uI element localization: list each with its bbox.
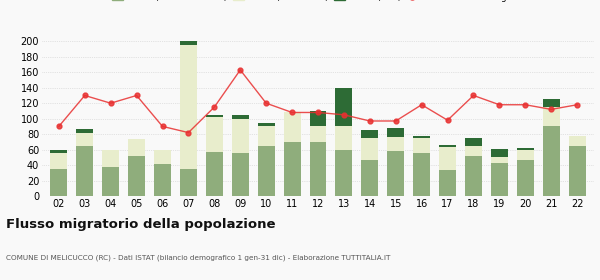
Bar [413,153,430,196]
Text: COMUNE DI MELICUCCO (RC) - Dati ISTAT (bilancio demografico 1 gen-31 dic) - Elab: COMUNE DI MELICUCCO (RC) - Dati ISTAT (b… [6,255,391,261]
Bar [258,146,275,196]
Bar [361,130,378,138]
Bar [310,142,326,196]
Bar [335,126,352,150]
Bar [206,115,223,117]
Bar [50,169,67,196]
Bar [361,138,378,160]
Bar [206,152,223,196]
Bar [361,160,378,196]
Bar [569,146,586,196]
Bar [76,129,93,133]
Bar [232,119,248,153]
Bar [128,156,145,196]
Bar [569,136,586,146]
Bar [439,171,456,196]
Bar [543,126,560,196]
Bar [517,148,534,150]
Bar [465,146,482,156]
Bar [258,123,275,126]
Bar [491,163,508,196]
Bar [491,157,508,163]
Bar [439,147,456,171]
Bar [388,128,404,137]
Bar [413,136,430,138]
Bar [491,149,508,157]
Bar [413,138,430,153]
Bar [128,139,145,156]
Bar [517,160,534,196]
Bar [543,107,560,126]
Bar [543,99,560,107]
Bar [102,167,119,196]
Bar [154,150,171,164]
Legend: Iscritti (da altri comuni), Iscritti (dall'estero), Iscritti (altri), Cancellati: Iscritti (da altri comuni), Iscritti (da… [109,0,527,5]
Bar [76,133,93,146]
Bar [284,142,301,196]
Bar [335,88,352,126]
Bar [258,126,275,146]
Bar [50,150,67,153]
Bar [102,150,119,167]
Bar [180,41,197,45]
Bar [517,150,534,160]
Bar [335,150,352,196]
Bar [180,169,197,196]
Bar [76,146,93,196]
Bar [206,117,223,152]
Bar [180,45,197,169]
Bar [50,153,67,169]
Bar [154,164,171,196]
Bar [439,145,456,147]
Bar [232,115,248,119]
Bar [310,126,326,142]
Text: Flusso migratorio della popolazione: Flusso migratorio della popolazione [6,218,275,231]
Bar [232,153,248,196]
Bar [310,111,326,126]
Bar [284,113,301,142]
Bar [388,137,404,151]
Bar [465,138,482,146]
Bar [465,156,482,196]
Bar [388,151,404,196]
